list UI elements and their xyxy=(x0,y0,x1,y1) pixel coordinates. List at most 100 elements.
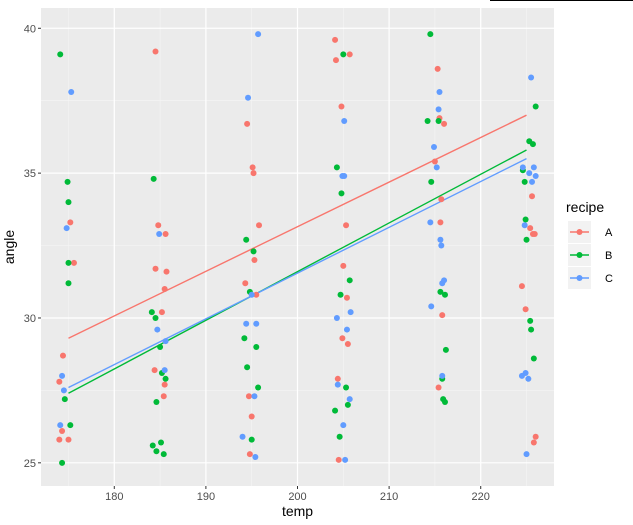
point-a xyxy=(530,439,537,446)
point-b xyxy=(424,117,431,124)
point-a xyxy=(161,381,168,388)
point-b xyxy=(441,291,448,298)
point-c xyxy=(59,372,66,379)
point-c xyxy=(154,326,161,333)
top-divider-line xyxy=(490,0,633,1)
y-tick-label: 30 xyxy=(24,313,36,325)
point-c xyxy=(243,320,250,327)
point-b xyxy=(338,190,345,197)
point-c xyxy=(522,370,529,377)
legend-key-a xyxy=(568,221,591,243)
point-a xyxy=(437,219,444,226)
point-c xyxy=(532,173,539,180)
point-a xyxy=(527,225,534,232)
point-a xyxy=(59,427,66,434)
point-b xyxy=(336,433,343,440)
point-a xyxy=(253,291,260,298)
point-c xyxy=(68,89,75,96)
point-c xyxy=(253,320,260,327)
point-b xyxy=(523,236,530,243)
point-c xyxy=(63,225,70,232)
point-b xyxy=(337,291,344,298)
point-b xyxy=(243,236,250,243)
point-b xyxy=(333,164,340,171)
x-tick-label: 200 xyxy=(288,491,306,503)
legend-title: recipe xyxy=(566,199,604,215)
point-c xyxy=(341,173,348,180)
point-c xyxy=(519,164,526,171)
point-b xyxy=(532,103,539,110)
legend: recipe ABC xyxy=(566,199,613,289)
point-b xyxy=(522,216,529,223)
point-b xyxy=(332,407,339,414)
point-a xyxy=(435,384,442,391)
point-b xyxy=(527,317,534,324)
point-b xyxy=(344,401,351,408)
point-a xyxy=(343,294,350,301)
point-b xyxy=(149,442,156,449)
point-b xyxy=(148,309,155,316)
point-c xyxy=(245,94,252,101)
point-b xyxy=(158,439,165,446)
point-b xyxy=(65,259,72,266)
point-c xyxy=(156,230,163,237)
y-axis-title: angle xyxy=(1,230,17,264)
point-b xyxy=(340,51,347,58)
x-tick-label: 220 xyxy=(472,491,490,503)
point-b xyxy=(241,335,248,342)
point-a xyxy=(67,219,74,226)
point-c xyxy=(340,422,347,429)
point-a xyxy=(163,268,170,275)
point-a xyxy=(346,51,353,58)
point-a xyxy=(256,222,263,229)
point-a xyxy=(531,230,538,237)
point-a xyxy=(56,378,63,385)
point-a xyxy=(344,341,351,348)
point-a xyxy=(250,170,257,177)
legend-key-point xyxy=(576,229,583,235)
point-c xyxy=(436,89,443,96)
point-a xyxy=(162,230,169,237)
point-a xyxy=(332,36,339,43)
point-c xyxy=(523,451,530,458)
point-c xyxy=(161,367,168,374)
legend-key-point xyxy=(576,252,583,258)
point-c xyxy=(525,375,532,382)
point-b xyxy=(528,326,535,333)
point-b xyxy=(253,343,260,350)
point-a xyxy=(244,120,251,127)
point-a xyxy=(152,48,159,55)
point-a xyxy=(70,259,77,266)
point-c xyxy=(528,74,535,81)
point-a xyxy=(242,280,249,287)
point-a xyxy=(529,193,536,200)
point-b xyxy=(152,314,159,321)
major-grid xyxy=(41,8,554,486)
point-b xyxy=(435,117,442,124)
point-a xyxy=(518,283,525,290)
point-b xyxy=(65,199,72,206)
legend-key-point xyxy=(576,275,583,281)
point-b xyxy=(530,355,537,362)
y-axis: 25 30 35 40 xyxy=(24,23,41,470)
point-c xyxy=(427,219,434,226)
point-b xyxy=(59,459,66,466)
point-b xyxy=(153,448,160,455)
point-c xyxy=(529,178,536,185)
point-c xyxy=(57,422,64,429)
point-a xyxy=(332,57,339,64)
point-b xyxy=(428,178,435,185)
x-axis: 180 190 200 210 220 xyxy=(105,486,490,503)
point-a xyxy=(248,413,255,420)
point-a xyxy=(59,352,66,359)
point-c xyxy=(439,372,446,379)
point-c xyxy=(334,381,341,388)
point-b xyxy=(442,346,449,353)
point-c xyxy=(435,106,442,113)
point-a xyxy=(343,222,350,229)
point-b xyxy=(150,175,157,182)
point-b xyxy=(255,384,262,391)
x-tick-label: 180 xyxy=(105,491,123,503)
point-c xyxy=(530,164,537,171)
